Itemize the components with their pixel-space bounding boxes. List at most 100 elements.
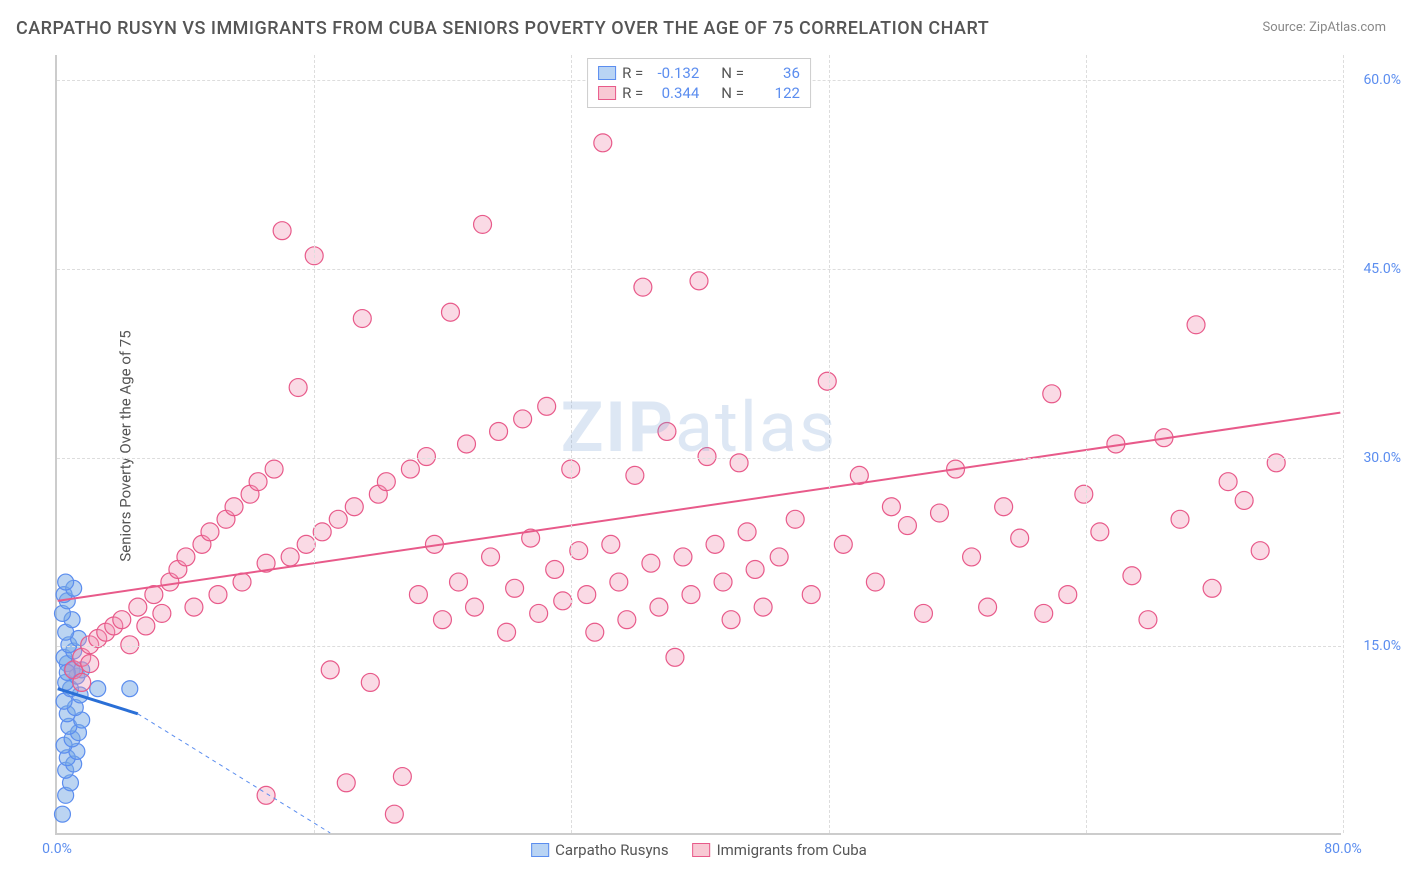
n-label: N = — [721, 64, 744, 82]
legend-label: Carpatho Rusyns — [555, 841, 668, 859]
swatch-series-2 — [598, 86, 616, 100]
data-point — [393, 768, 411, 786]
data-point — [90, 681, 106, 697]
data-point — [658, 422, 676, 440]
data-point — [1219, 473, 1237, 491]
data-point — [786, 510, 804, 528]
data-point — [81, 655, 99, 673]
n-value: 122 — [750, 84, 800, 102]
data-point — [514, 410, 532, 428]
data-point — [979, 598, 997, 616]
legend-item: Immigrants from Cuba — [693, 841, 867, 859]
data-point — [249, 473, 267, 491]
data-point — [706, 535, 724, 553]
data-point — [802, 586, 820, 604]
data-point — [450, 573, 468, 591]
data-point — [594, 134, 612, 152]
gridline-horizontal — [57, 269, 1341, 270]
correlation-stats-legend: R = -0.132 N = 36 R = 0.344 N = 122 — [587, 58, 811, 108]
data-point — [602, 535, 620, 553]
data-point — [281, 548, 299, 566]
data-point — [1267, 454, 1285, 472]
data-point — [1203, 579, 1221, 597]
n-label: N = — [721, 84, 744, 102]
data-point — [738, 523, 756, 541]
series-legend: Carpatho Rusyns Immigrants from Cuba — [531, 841, 867, 859]
data-point — [225, 498, 243, 516]
data-point — [122, 681, 138, 697]
data-point — [746, 561, 764, 579]
r-label: R = — [622, 84, 643, 102]
data-point — [137, 617, 155, 635]
data-point — [490, 422, 508, 440]
gridline-horizontal — [57, 458, 1341, 459]
y-tick-label: 15.0% — [1363, 638, 1401, 654]
data-point — [818, 372, 836, 390]
data-point — [121, 636, 139, 654]
data-point — [546, 561, 564, 579]
data-point — [313, 523, 331, 541]
swatch-series-2 — [693, 843, 711, 857]
data-point — [834, 535, 852, 553]
gridline-vertical — [314, 55, 315, 833]
data-point — [1251, 542, 1269, 560]
data-point — [466, 598, 484, 616]
gridline-vertical — [1343, 55, 1344, 833]
regression-line — [58, 413, 1341, 601]
data-point — [690, 272, 708, 290]
data-point — [129, 598, 147, 616]
data-point — [1187, 316, 1205, 334]
data-point — [674, 548, 692, 566]
data-point — [265, 460, 283, 478]
data-point — [113, 611, 131, 629]
data-point — [73, 673, 91, 691]
data-point — [506, 579, 524, 597]
data-point — [321, 661, 339, 679]
data-point — [185, 598, 203, 616]
y-tick-label: 30.0% — [1363, 450, 1401, 466]
data-point — [618, 611, 636, 629]
regression-extrapolation — [138, 714, 330, 833]
data-point — [401, 460, 419, 478]
swatch-series-1 — [531, 843, 549, 857]
data-point — [1171, 510, 1189, 528]
data-point — [441, 303, 459, 321]
data-point — [650, 598, 668, 616]
data-point — [1075, 485, 1093, 503]
data-point — [914, 604, 932, 622]
data-point — [1235, 491, 1253, 509]
data-point — [1035, 604, 1053, 622]
data-point — [698, 448, 716, 466]
r-value: -0.132 — [649, 64, 699, 82]
data-point — [626, 466, 644, 484]
data-point — [1123, 567, 1141, 585]
data-point — [474, 215, 492, 233]
data-point — [385, 805, 403, 823]
data-point — [409, 586, 427, 604]
data-point — [642, 554, 660, 572]
data-point — [770, 548, 788, 566]
data-point — [722, 611, 740, 629]
x-tick-label: 0.0% — [42, 841, 72, 857]
data-point — [682, 586, 700, 604]
data-point — [233, 573, 251, 591]
data-point — [554, 592, 572, 610]
scatter-plot-svg — [57, 55, 1341, 833]
y-tick-label: 60.0% — [1363, 72, 1401, 88]
data-point — [995, 498, 1013, 516]
data-point — [898, 517, 916, 535]
data-point — [882, 498, 900, 516]
data-point — [257, 786, 275, 804]
data-point — [610, 573, 628, 591]
gridline-horizontal — [57, 646, 1341, 647]
data-point — [498, 623, 516, 641]
x-tick-label: 80.0% — [1324, 841, 1362, 857]
data-point — [58, 574, 74, 590]
data-point — [1139, 611, 1157, 629]
data-point — [530, 604, 548, 622]
data-point — [1091, 523, 1109, 541]
data-point — [273, 222, 291, 240]
data-point — [297, 535, 315, 553]
data-point — [353, 310, 371, 328]
data-point — [433, 611, 451, 629]
